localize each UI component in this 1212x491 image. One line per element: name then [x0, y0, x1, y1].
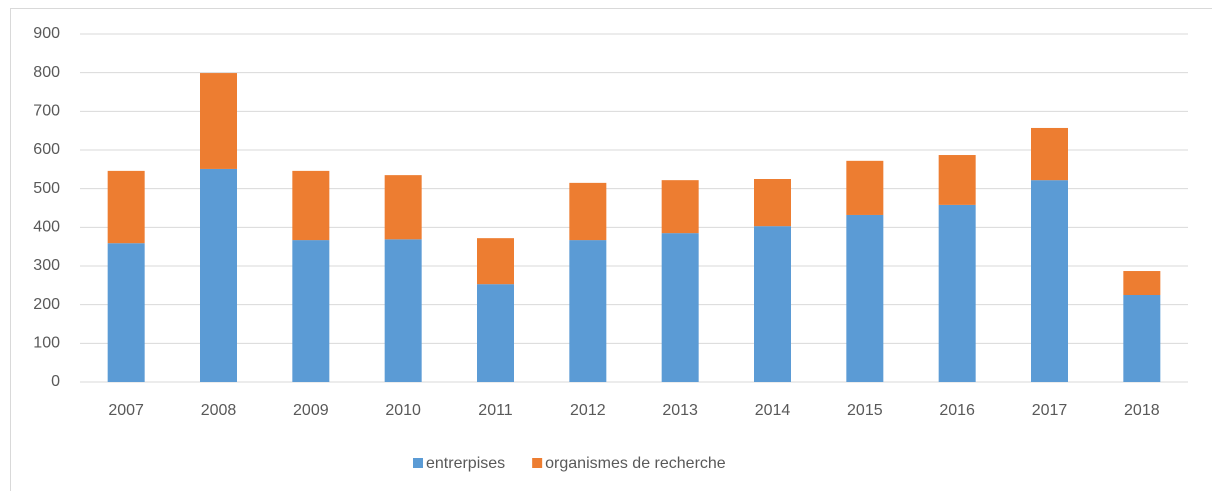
- x-tick-label: 2017: [1032, 402, 1068, 419]
- x-tick-label: 2008: [201, 402, 237, 419]
- bar-segment: [384, 175, 422, 240]
- bar-segment: [292, 240, 330, 382]
- x-tick-label: 2012: [570, 402, 606, 419]
- x-tick-label: 2007: [108, 402, 144, 419]
- y-tick-label: 800: [33, 64, 60, 81]
- x-tick-label: 2011: [478, 402, 513, 419]
- bar-segment: [292, 170, 330, 241]
- legend-label: organismes de recherche: [545, 455, 726, 472]
- bar-segment: [754, 226, 791, 382]
- chart-border: [10, 8, 1212, 491]
- bar-segment: [1031, 127, 1068, 181]
- bar-segment: [661, 180, 699, 234]
- bar-segment: [1123, 295, 1161, 382]
- y-tick-label: 400: [33, 219, 60, 236]
- y-tick-label: 900: [33, 25, 60, 42]
- legend-swatch: [532, 458, 543, 468]
- y-tick-label: 500: [33, 180, 60, 197]
- y-tick-label: 100: [33, 335, 60, 352]
- bar-segment: [938, 204, 976, 382]
- x-tick-label: 2014: [755, 402, 791, 419]
- y-tick-label: 700: [33, 103, 60, 120]
- bar-segment: [384, 239, 422, 382]
- legend-label: entrerpises: [426, 455, 505, 472]
- x-tick-label: 2018: [1124, 402, 1160, 419]
- x-tick-label: 2009: [293, 402, 329, 419]
- y-tick-label: 600: [33, 141, 60, 158]
- bar-segment: [569, 240, 607, 382]
- x-tick-label: 2013: [662, 402, 698, 419]
- bar-segment: [200, 168, 237, 382]
- bar-segment: [1123, 271, 1161, 295]
- bar-segment: [107, 170, 145, 244]
- y-tick-label: 0: [51, 373, 60, 390]
- bar-segment: [846, 214, 884, 382]
- bar-segment: [938, 155, 976, 205]
- bar-segment: [754, 179, 791, 227]
- legend-swatch: [413, 458, 423, 468]
- x-tick-label: 2015: [847, 402, 883, 419]
- bar-segment: [661, 233, 699, 382]
- bar-segment: [477, 284, 514, 382]
- bar-segment: [1031, 180, 1068, 382]
- x-tick-label: 2010: [385, 402, 421, 419]
- bar-segment: [477, 238, 514, 285]
- bar-segment: [569, 182, 607, 241]
- bar-segment: [107, 243, 145, 382]
- y-tick-label: 200: [33, 296, 60, 313]
- bar-segment: [846, 160, 884, 215]
- bar-segment: [200, 73, 237, 169]
- x-tick-label: 2016: [939, 402, 975, 419]
- y-tick-label: 300: [33, 257, 60, 274]
